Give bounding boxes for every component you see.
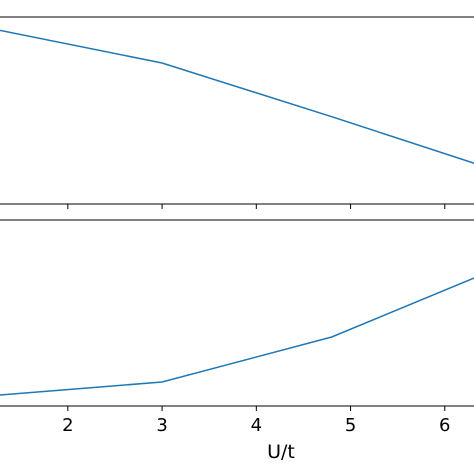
x-tick-label: 5: [345, 415, 356, 436]
x-tick-label: 4: [251, 415, 262, 436]
line: [0, 29, 474, 164]
plot-area: [0, 277, 474, 396]
x-tick-label: 3: [156, 415, 167, 436]
x-tick-label: 2: [62, 415, 73, 436]
x-axis-label: U/t: [267, 441, 295, 463]
line: [0, 277, 474, 396]
x-tick-label: 6: [439, 415, 450, 436]
plot-area: [0, 29, 474, 164]
